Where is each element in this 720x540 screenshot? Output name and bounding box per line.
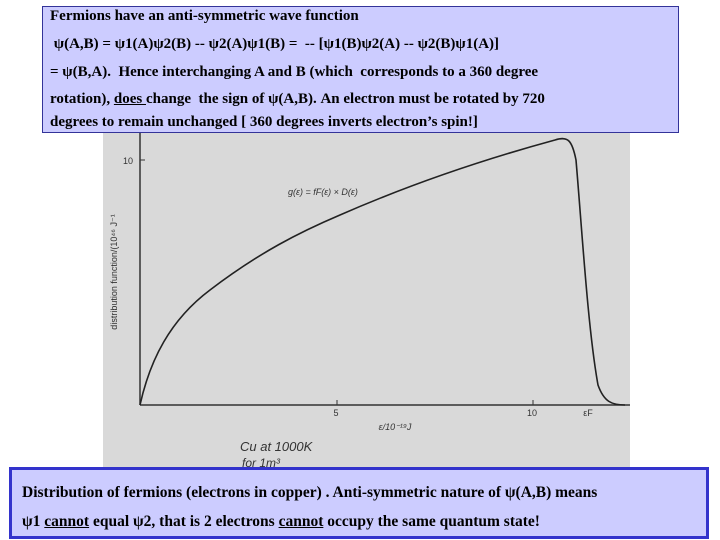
handwritten-note: Cu at 1000K [240,439,314,454]
text-line: = ψ(B,A). Hence interchanging A and B (w… [50,64,538,81]
text: Distribution of fermions (electrons in c… [22,484,598,501]
formula: g(ε) = fF(ε) × D(ε) [288,187,358,197]
x-tick-label: 10 [527,408,537,418]
text-line: degrees to remain unchanged [ 360 degree… [50,114,478,131]
text: change the sign of ψ(A,B). An electron m… [145,91,545,107]
distribution-curve [139,137,626,406]
text: ψ(A,B) = ψ1(A)ψ2(B) -- ψ2(A)ψ1(B) = -- [… [50,36,500,52]
bottom-text-box: Distribution of fermions (electrons in c… [9,467,709,539]
text: occupy the same quantum state! [323,513,540,530]
text: ψ1 [22,513,45,530]
text-line: Fermions have an anti-symmetric wave fun… [50,8,359,25]
x-tick-label: 5 [333,408,338,418]
x-tick-label: εF [583,408,593,418]
text-line: rotation), does change the sign of ψ(A,B… [50,91,545,108]
text: Fermions have an anti-symmetric wave fun… [50,8,359,24]
x-axis-label: ε/10⁻¹⁹J [379,422,412,432]
text-line: ψ1 cannot equal ψ2, that is 2 electrons … [22,513,540,531]
text: degrees to remain unchanged [ 360 degree… [50,114,478,130]
y-axis-label: distribution function/(10⁴⁶ J⁻¹ [109,214,119,329]
top-text-box: Fermions have an anti-symmetric wave fun… [42,6,679,133]
underlined-text: does [113,91,146,107]
y-tick-label: 10 [123,156,133,166]
text: = ψ(B,A). Hence interchanging A and B (w… [50,64,539,80]
underlined-text: cannot [44,513,90,530]
text: rotation), [50,91,114,107]
scan-background [103,128,630,468]
text-line: ψ(A,B) = ψ1(A)ψ2(B) -- ψ2(A)ψ1(B) = -- [… [50,36,499,53]
handwritten-note: for 1m³ [242,456,281,470]
text-line: Distribution of fermions (electrons in c… [22,484,597,502]
underlined-text: cannot [278,513,324,530]
text: equal ψ2, that is 2 electrons [89,513,279,530]
